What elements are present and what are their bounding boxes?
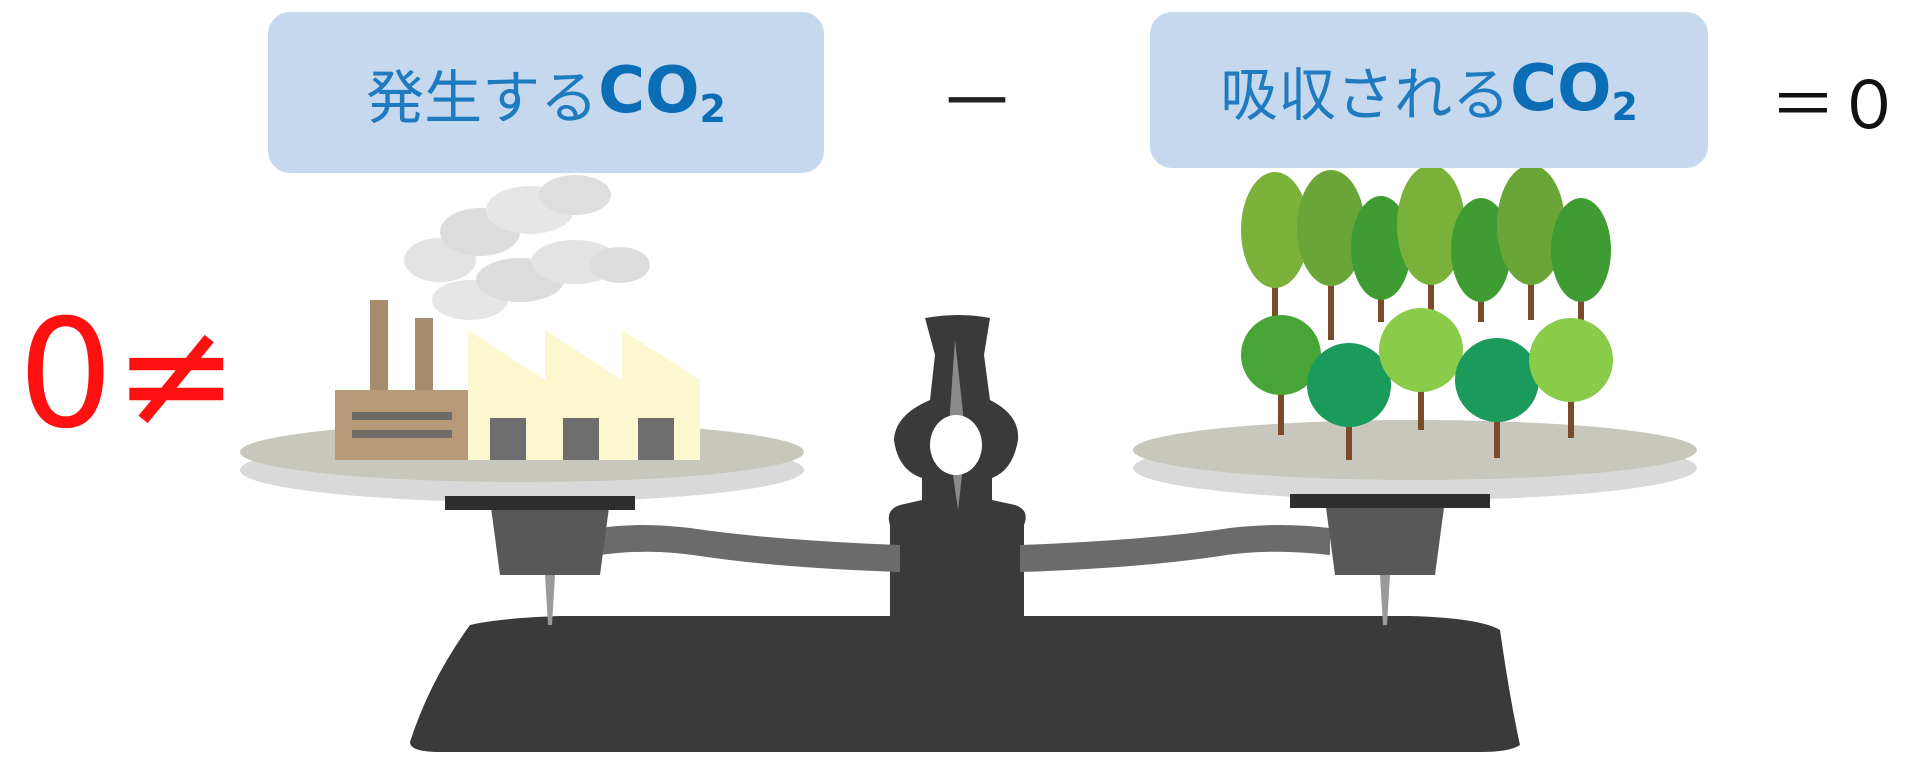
absorbed-co2-label: 吸収される CO2: [1150, 12, 1708, 168]
co2-subscript: 2: [1611, 84, 1638, 129]
minus-sign: －: [938, 58, 1017, 148]
scale-beam-right: [1020, 525, 1330, 572]
right-pan-rim: [1290, 494, 1490, 508]
equals-zero: ＝０: [1770, 67, 1902, 144]
scale-beam-left: [600, 525, 900, 572]
right-pan: [1133, 420, 1697, 480]
co2-main: CO: [598, 54, 700, 128]
co2-formula: CO2: [1510, 52, 1638, 129]
co2-formula: CO2: [598, 54, 726, 131]
right-pan-pivot: [1380, 575, 1390, 625]
left-pan-support: [490, 500, 610, 575]
left-pan-rim: [445, 496, 635, 510]
left-pan-pivot: [545, 575, 555, 625]
not-equal-zero: 0≠: [18, 288, 240, 462]
co2-main: CO: [1510, 51, 1612, 126]
absorbed-co2-prefix: 吸収される: [1220, 61, 1511, 129]
generated-co2-prefix: 発生する: [366, 63, 599, 132]
scale-base: [410, 616, 1520, 752]
factory-icon: [335, 175, 700, 460]
co2-subscript: 2: [699, 87, 726, 131]
right-pan-support: [1325, 500, 1445, 575]
trees-icon: [1241, 165, 1613, 460]
scale-needle-ring: [930, 415, 982, 475]
generated-co2-label: 発生する CO2: [268, 12, 824, 173]
